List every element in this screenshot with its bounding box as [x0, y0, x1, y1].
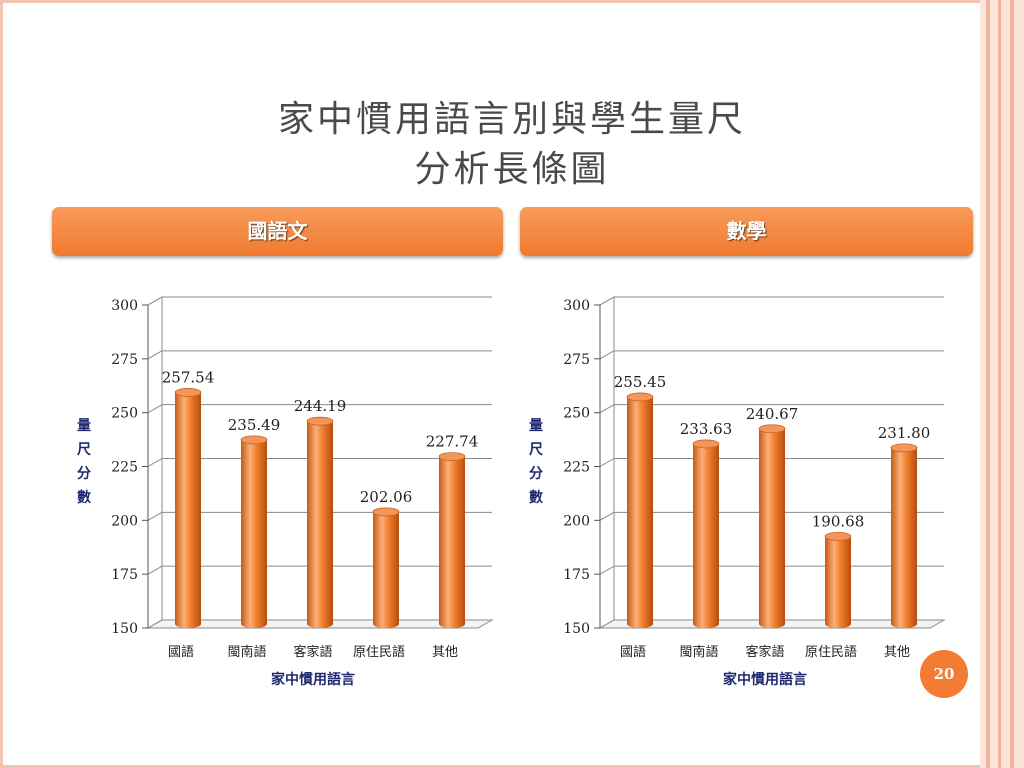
category-label: 原住民語 — [353, 644, 405, 660]
bar-top — [692, 439, 720, 449]
y-tick-label: 175 — [563, 567, 590, 583]
bar — [693, 443, 719, 628]
bar — [891, 447, 917, 628]
bar — [307, 421, 333, 628]
y-axis-title-char: 分 — [529, 466, 543, 482]
panel-heading-math: 數學 — [520, 207, 973, 256]
y-axis-title-char: 分 — [77, 466, 91, 482]
data-label: 231.80 — [878, 424, 931, 442]
bar-top — [824, 532, 852, 541]
category-label: 客家語 — [745, 644, 784, 660]
data-label: 227.74 — [426, 433, 479, 451]
gridline-diagonal — [147, 350, 163, 360]
x-axis-title: 家中慣用語言 — [723, 671, 807, 688]
bar-chart-chinese: 150 175 200 225 250 275 300 257.54 國語 235.49 閩南語 24… — [77, 296, 494, 688]
data-label: 233.63 — [680, 420, 733, 438]
y-tick-label: 300 — [563, 298, 590, 314]
y-tick-label: 275 — [563, 352, 590, 368]
gridline-diagonal — [599, 565, 615, 575]
data-label: 202.06 — [360, 488, 413, 506]
bar-top — [372, 507, 400, 517]
bar-top — [306, 416, 334, 426]
gridline-diagonal — [599, 511, 615, 521]
y-tick-label: 275 — [111, 352, 138, 368]
gridline-diagonal — [147, 565, 163, 575]
bar — [439, 456, 465, 628]
y-tick-label: 225 — [563, 460, 590, 476]
gridline-diagonal — [147, 619, 163, 629]
y-tick-label: 200 — [563, 513, 590, 529]
y-axis-title-char: 數 — [529, 489, 543, 506]
bar-top — [174, 388, 202, 397]
gridline-diagonal — [147, 511, 163, 521]
gridline-diagonal — [599, 350, 615, 360]
y-tick-label: 175 — [111, 567, 138, 583]
decorative-stripes — [980, 0, 1024, 768]
category-label: 閩南語 — [227, 644, 266, 660]
bar — [175, 392, 201, 628]
bar — [825, 536, 851, 628]
y-axis-title-char: 量 — [77, 418, 91, 434]
bar — [627, 396, 653, 628]
bar-top — [438, 452, 466, 461]
y-tick-label: 300 — [111, 298, 138, 314]
y-tick-label: 200 — [111, 513, 138, 529]
gridline-diagonal — [599, 296, 615, 306]
data-label: 240.67 — [746, 405, 799, 423]
gridline-diagonal — [147, 458, 163, 467]
bar — [759, 428, 785, 628]
data-label: 190.68 — [812, 512, 865, 530]
y-tick-label: 250 — [563, 406, 590, 422]
x-axis-title: 家中慣用語言 — [271, 671, 355, 688]
category-label: 國語 — [620, 644, 646, 660]
gridline-diagonal — [147, 404, 163, 414]
gridline-diagonal — [599, 619, 615, 629]
data-label: 255.45 — [614, 373, 667, 391]
title-line-2: 分析長條圖 — [414, 149, 610, 190]
category-label: 國語 — [168, 644, 194, 660]
y-tick-label: 150 — [111, 621, 138, 637]
title-line-1: 家中慣用語言別與學生量尺 — [277, 99, 746, 140]
category-label: 客家語 — [293, 644, 332, 660]
bar-chart-math: 150 175 200 225 250 275 300 255.45 國語 233.63 閩南語 24… — [529, 296, 946, 688]
gridline-diagonal — [599, 458, 615, 467]
y-axis-title-char: 量 — [529, 418, 543, 434]
slide-title: 家中慣用語言別與學生量尺 分析長條圖 — [120, 95, 904, 195]
category-label: 其他 — [884, 645, 910, 660]
category-label: 原住民語 — [805, 644, 857, 660]
category-label: 閩南語 — [679, 644, 718, 660]
y-axis-title-char: 數 — [77, 489, 91, 506]
gridline-diagonal — [599, 404, 615, 414]
page-number-badge: 20 — [920, 650, 968, 698]
bar-top — [626, 392, 654, 402]
panel-heading-chinese: 國語文 — [52, 207, 503, 256]
y-tick-label: 250 — [111, 406, 138, 422]
bar-top — [758, 424, 786, 434]
category-label: 其他 — [432, 645, 458, 660]
y-axis-title-char: 尺 — [77, 442, 91, 458]
y-tick-label: 225 — [111, 460, 138, 476]
bar — [241, 439, 267, 628]
gridline-diagonal — [147, 296, 163, 306]
data-label: 244.19 — [294, 397, 347, 415]
data-label: 235.49 — [228, 416, 281, 434]
bar-top — [240, 435, 268, 445]
bar — [373, 511, 399, 628]
y-tick-label: 150 — [563, 621, 590, 637]
data-label: 257.54 — [162, 368, 215, 386]
bar-top — [890, 443, 918, 453]
y-axis-title-char: 尺 — [529, 442, 543, 458]
